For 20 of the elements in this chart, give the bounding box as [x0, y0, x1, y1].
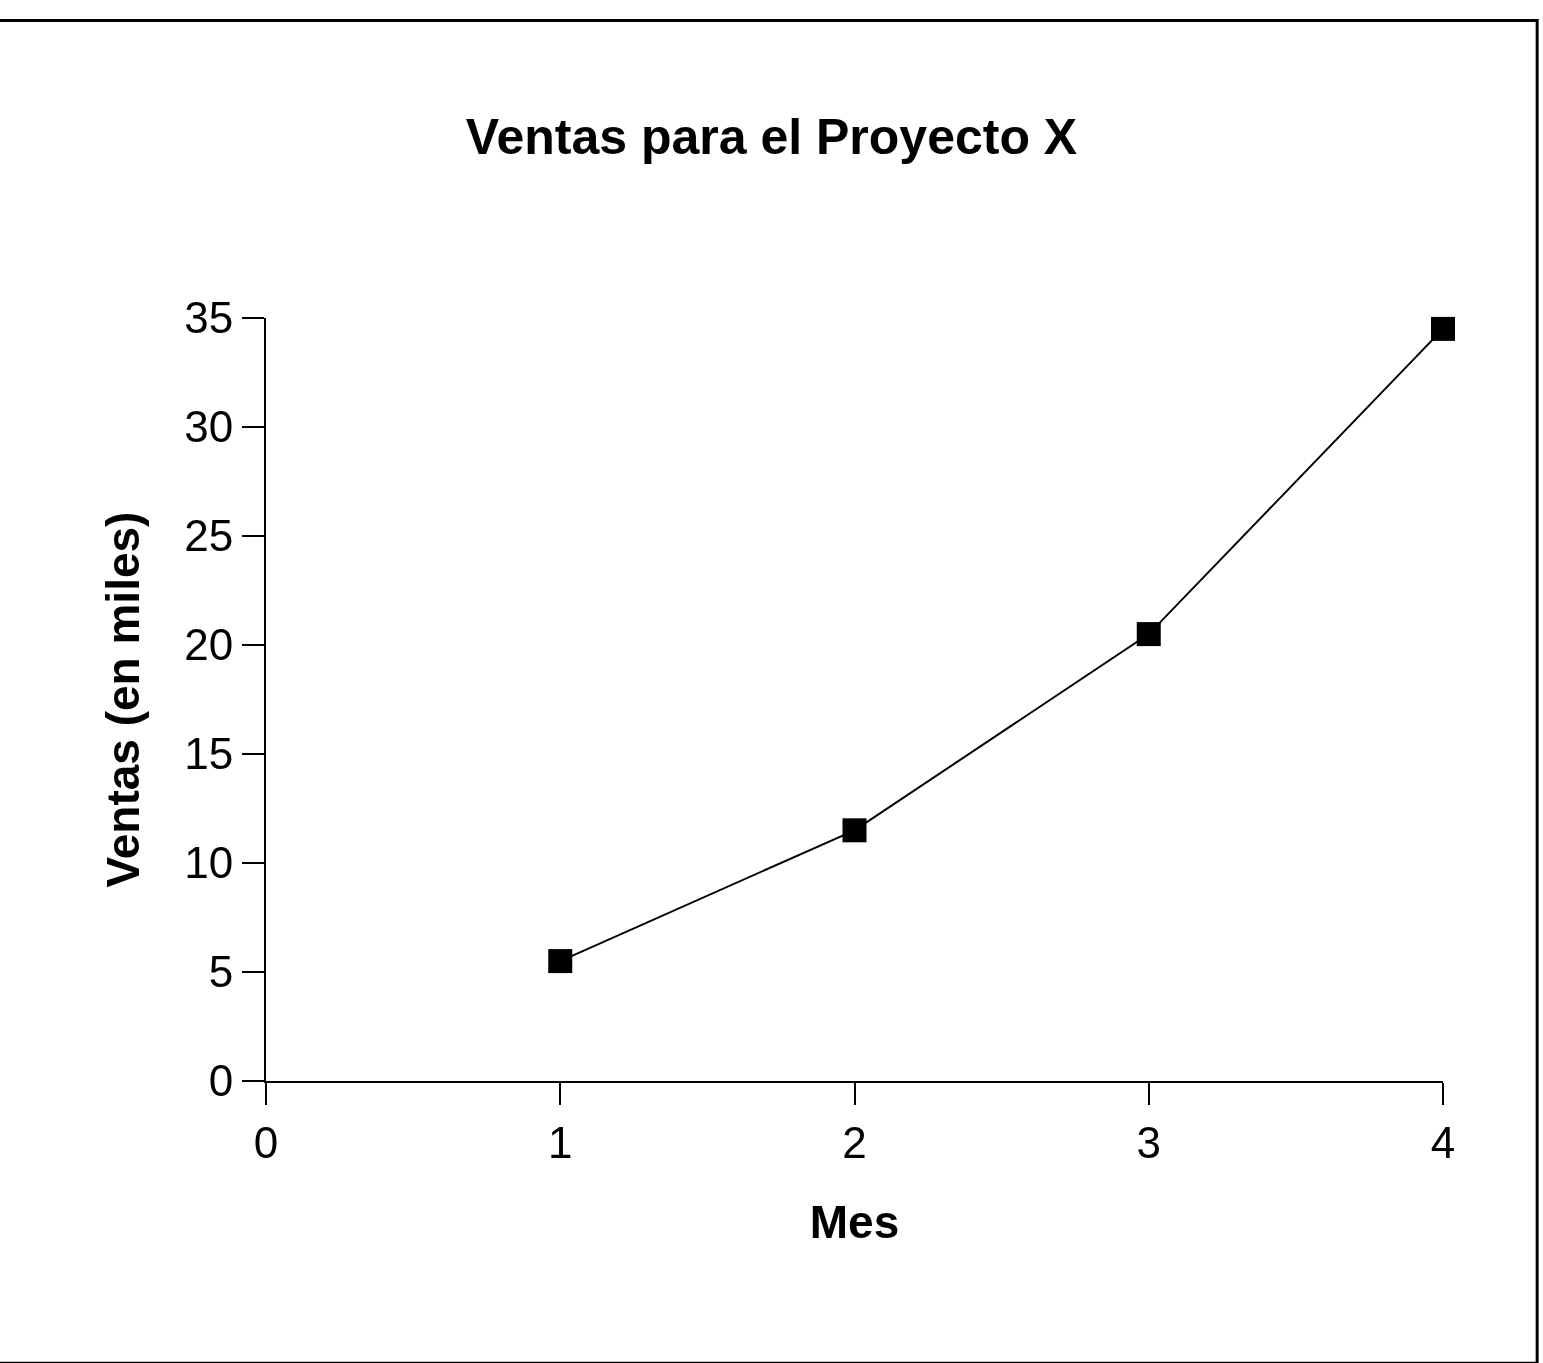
- point: [548, 949, 573, 974]
- x-tick-label: 2: [842, 1117, 867, 1167]
- y-tick-label: 20: [184, 620, 234, 670]
- y-tick-label: 0: [208, 1056, 234, 1106]
- point: [1136, 622, 1161, 647]
- x-axis-title: Mes: [809, 1196, 900, 1248]
- x-tick-label: 4: [1430, 1117, 1456, 1167]
- y-tick-label: 10: [184, 838, 234, 888]
- y-tick-label: 5: [208, 947, 234, 997]
- y-tick-label: 15: [184, 729, 234, 779]
- y-tick-label: 25: [184, 511, 234, 561]
- x-tick-label: 0: [253, 1117, 279, 1167]
- y-axis-title: Ventas (en miles): [97, 511, 150, 888]
- x-tick-label: 3: [1136, 1117, 1161, 1167]
- point: [1431, 316, 1455, 341]
- y-tick-label: 35: [184, 293, 234, 343]
- chart-title: Ventas para el Proyecto X: [465, 108, 1078, 165]
- x-tick-label: 1: [548, 1117, 573, 1167]
- y-tick-label: 30: [184, 402, 234, 452]
- point: [842, 818, 867, 843]
